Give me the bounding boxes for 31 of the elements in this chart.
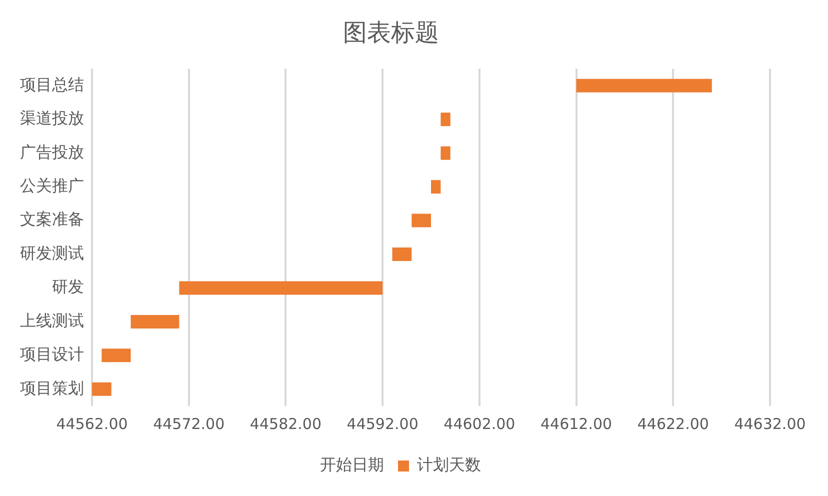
x-tick-label: 44632.00: [734, 414, 806, 433]
y-tick-label: 上线测试: [20, 310, 84, 330]
y-tick-label: 项目总结: [20, 74, 84, 94]
chart-title: 图表标题: [343, 18, 439, 47]
bar: [576, 78, 712, 92]
x-tick-label: 44572.00: [153, 414, 225, 433]
x-tick-label: 44602.00: [444, 414, 516, 433]
bar: [431, 180, 441, 194]
bar: [179, 281, 383, 295]
y-tick-label: 研发测试: [20, 243, 84, 262]
y-tick-label: 公关推广: [20, 176, 84, 195]
x-tick-label: 44612.00: [540, 414, 612, 433]
bar: [412, 214, 431, 228]
bar: [102, 348, 131, 362]
bar: [92, 382, 112, 396]
y-tick-label: 渠道投放: [20, 108, 84, 128]
bar: [440, 146, 450, 160]
legend-label: 计划天数: [417, 455, 481, 474]
bar: [130, 314, 180, 328]
y-tick-label: 文案准备: [20, 210, 84, 229]
x-tick-label: 44592.00: [346, 414, 418, 433]
bar: [392, 248, 412, 262]
y-tick-label: 广告投放: [20, 142, 84, 162]
y-tick-label: 项目策划: [20, 378, 84, 398]
x-tick-label: 44582.00: [250, 414, 322, 433]
text: 开始日期: [320, 455, 384, 474]
x-tick-label: 44562.00: [56, 414, 128, 433]
x-tick-label: 44622.00: [637, 414, 709, 433]
bar: [440, 112, 450, 126]
y-tick-label: 项目设计: [20, 344, 84, 364]
y-tick-label: 研发: [52, 277, 84, 296]
